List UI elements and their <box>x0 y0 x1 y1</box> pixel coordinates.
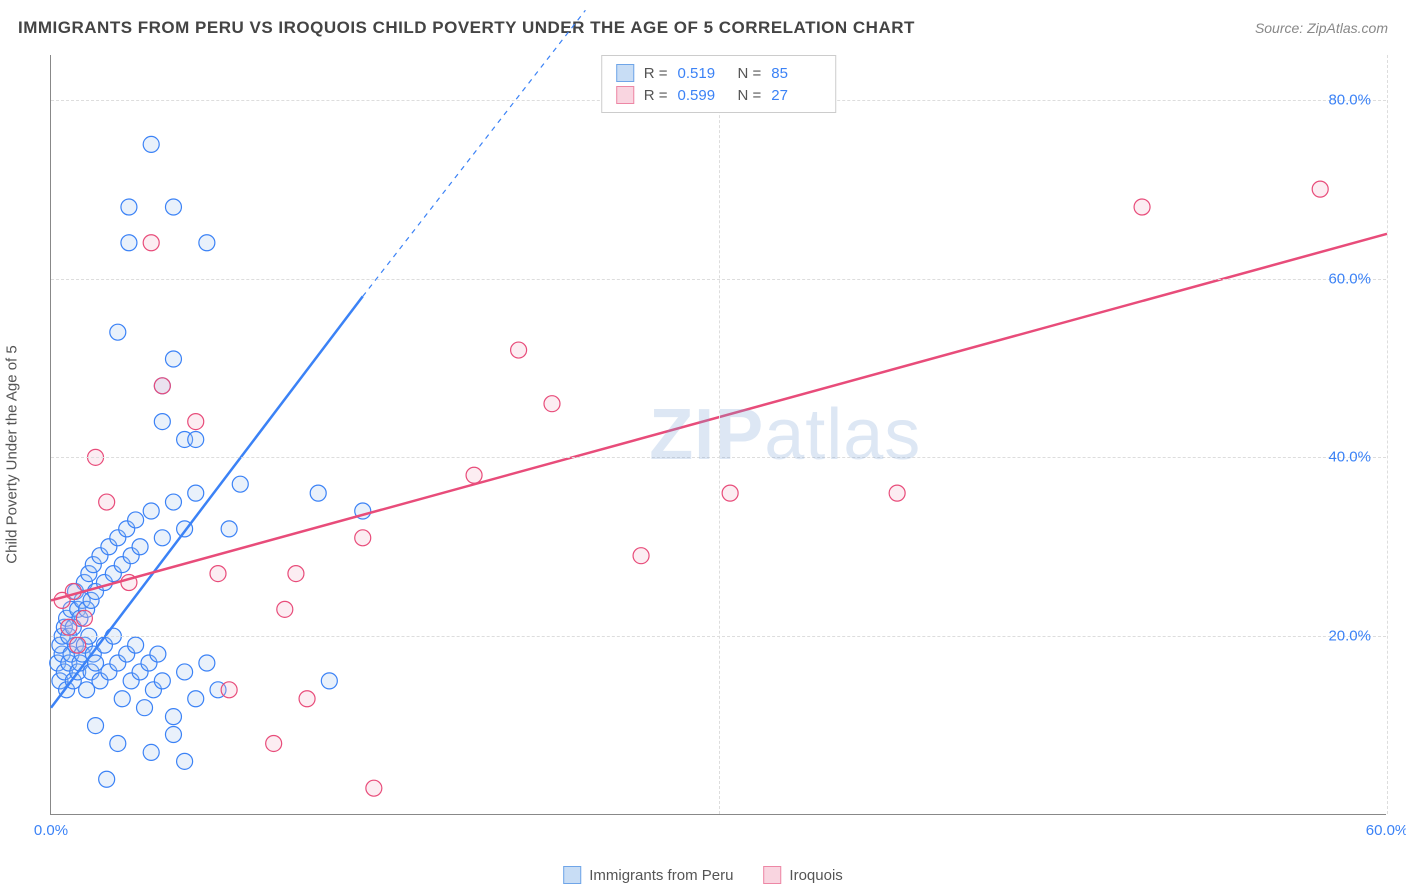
data-point <box>114 691 130 707</box>
data-point <box>61 619 77 635</box>
data-point <box>143 235 159 251</box>
gridline-v <box>719 55 720 814</box>
data-point <box>154 673 170 689</box>
trend-line <box>51 296 363 707</box>
data-point <box>110 735 126 751</box>
swatch-a-icon <box>563 866 581 884</box>
data-point <box>1134 199 1150 215</box>
data-point <box>70 637 86 653</box>
swatch-b-icon <box>763 866 781 884</box>
data-point <box>165 727 181 743</box>
swatch-b-icon <box>616 86 634 104</box>
r-value-b: 0.599 <box>678 87 728 104</box>
data-point <box>165 709 181 725</box>
data-point <box>165 351 181 367</box>
ytick-label: 80.0% <box>1328 91 1371 108</box>
stats-legend: R = 0.519 N = 85 R = 0.599 N = 27 <box>601 55 837 113</box>
data-point <box>177 753 193 769</box>
data-point <box>165 494 181 510</box>
legend-label-b: Iroquois <box>789 867 842 884</box>
data-point <box>889 485 905 501</box>
n-label: N = <box>738 87 762 104</box>
data-point <box>199 235 215 251</box>
data-point <box>310 485 326 501</box>
data-point <box>366 780 382 796</box>
data-point <box>99 771 115 787</box>
ytick-label: 20.0% <box>1328 628 1371 645</box>
plot-area: R = 0.519 N = 85 R = 0.599 N = 27 ZIPatl… <box>50 55 1386 815</box>
r-label: R = <box>644 65 668 82</box>
y-axis-label: Child Poverty Under the Age of 5 <box>4 345 21 563</box>
data-point <box>154 530 170 546</box>
legend-label-a: Immigrants from Peru <box>589 867 733 884</box>
data-point <box>299 691 315 707</box>
data-point <box>188 431 204 447</box>
r-label: R = <box>644 87 668 104</box>
n-label: N = <box>738 65 762 82</box>
chart-title: IMMIGRANTS FROM PERU VS IROQUOIS CHILD P… <box>18 18 915 38</box>
n-value-a: 85 <box>771 65 821 82</box>
data-point <box>143 744 159 760</box>
ytick-label: 40.0% <box>1328 449 1371 466</box>
data-point <box>128 512 144 528</box>
data-point <box>288 566 304 582</box>
xtick-label: 0.0% <box>34 822 68 839</box>
data-point <box>99 494 115 510</box>
data-point <box>110 324 126 340</box>
data-point <box>121 235 137 251</box>
trend-line-extrapolated <box>363 10 586 296</box>
source-attribution: Source: ZipAtlas.com <box>1255 20 1388 36</box>
data-point <box>121 199 137 215</box>
data-point <box>544 396 560 412</box>
data-point <box>128 637 144 653</box>
data-point <box>221 682 237 698</box>
data-point <box>1312 181 1328 197</box>
data-point <box>188 691 204 707</box>
data-point <box>355 530 371 546</box>
stats-row-b: R = 0.599 N = 27 <box>616 84 822 106</box>
data-point <box>165 199 181 215</box>
gridline-v <box>1387 55 1388 814</box>
data-point <box>154 378 170 394</box>
series-legend: Immigrants from Peru Iroquois <box>563 866 843 884</box>
data-point <box>210 566 226 582</box>
data-point <box>177 664 193 680</box>
data-point <box>88 718 104 734</box>
data-point <box>511 342 527 358</box>
stats-row-a: R = 0.519 N = 85 <box>616 62 822 84</box>
data-point <box>199 655 215 671</box>
data-point <box>143 503 159 519</box>
data-point <box>221 521 237 537</box>
data-point <box>266 735 282 751</box>
swatch-a-icon <box>616 64 634 82</box>
data-point <box>188 414 204 430</box>
legend-item-a: Immigrants from Peru <box>563 866 733 884</box>
data-point <box>150 646 166 662</box>
data-point <box>137 700 153 716</box>
legend-item-b: Iroquois <box>763 866 842 884</box>
data-point <box>76 610 92 626</box>
data-point <box>722 485 738 501</box>
data-point <box>466 467 482 483</box>
data-point <box>132 539 148 555</box>
data-point <box>143 136 159 152</box>
data-point <box>277 601 293 617</box>
chart-header: IMMIGRANTS FROM PERU VS IROQUOIS CHILD P… <box>18 18 1388 38</box>
r-value-a: 0.519 <box>678 65 728 82</box>
data-point <box>321 673 337 689</box>
n-value-b: 27 <box>771 87 821 104</box>
data-point <box>633 548 649 564</box>
xtick-label: 60.0% <box>1366 822 1406 839</box>
data-point <box>232 476 248 492</box>
ytick-label: 60.0% <box>1328 270 1371 287</box>
data-point <box>188 485 204 501</box>
data-point <box>154 414 170 430</box>
